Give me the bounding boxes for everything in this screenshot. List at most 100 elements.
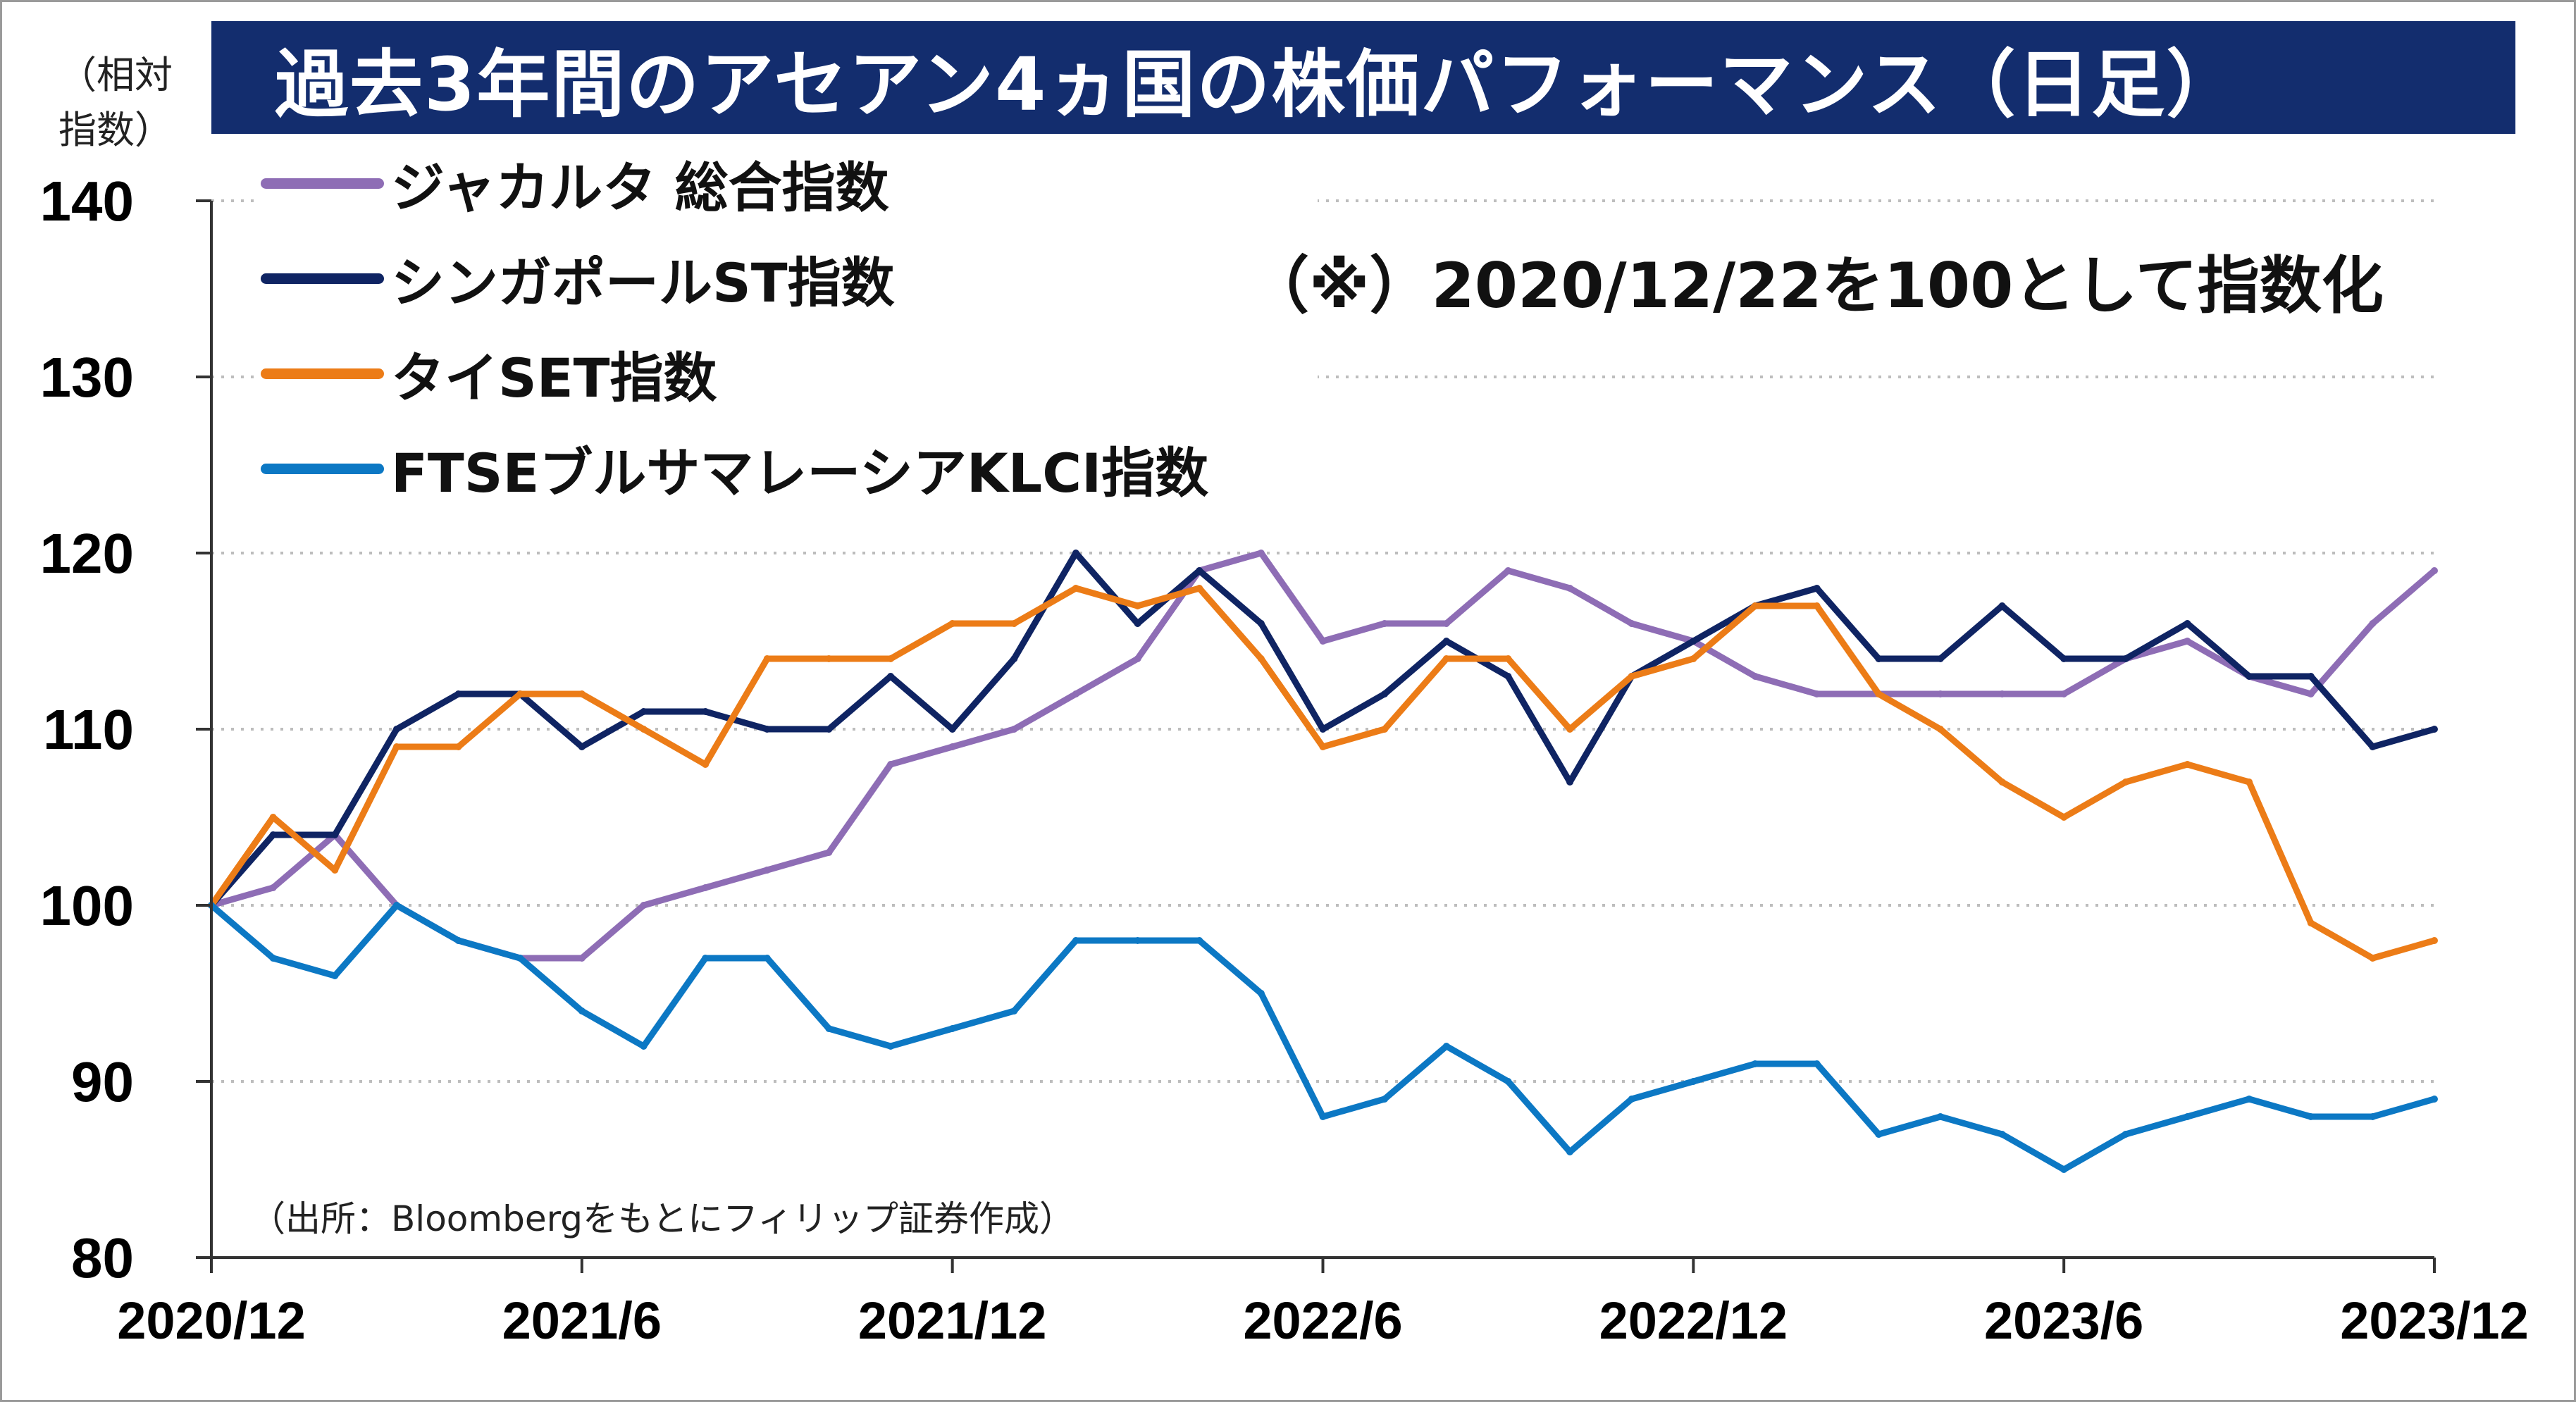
x-tick-label-2020/12: 2020/12 bbox=[117, 1291, 306, 1350]
data-point-s4-33 bbox=[2246, 1096, 2253, 1103]
data-point-s4-26 bbox=[1813, 1060, 1821, 1067]
data-point-s2-19 bbox=[1381, 690, 1389, 697]
data-point-s4-27 bbox=[1875, 1131, 1883, 1138]
data-point-s1-11 bbox=[887, 761, 895, 768]
data-point-s4-6 bbox=[578, 1007, 586, 1015]
data-point-s3-35 bbox=[2369, 955, 2377, 962]
data-point-s4-2 bbox=[331, 972, 339, 979]
data-point-s4-5 bbox=[516, 955, 524, 962]
data-point-s4-10 bbox=[825, 1025, 833, 1032]
axes bbox=[196, 199, 2436, 1273]
data-point-s2-13 bbox=[1010, 655, 1018, 662]
data-point-s2-31 bbox=[2122, 655, 2129, 662]
data-point-s1-7 bbox=[640, 902, 648, 909]
x-tick-label-2021/6: 2021/6 bbox=[502, 1291, 662, 1350]
data-point-s3-22 bbox=[1566, 726, 1574, 733]
data-point-s2-32 bbox=[2184, 620, 2191, 627]
legend: ジャカルタ 総合指数 シンガポールST指数 タイSET指数 FTSEブルサマレー… bbox=[261, 144, 1318, 511]
data-point-s1-29 bbox=[1998, 690, 2006, 697]
series-3 bbox=[208, 585, 2438, 962]
data-point-s1-20 bbox=[1442, 620, 1450, 627]
legend-item-jakarta: ジャカルタ 総合指数 bbox=[261, 144, 889, 222]
data-point-s3-3 bbox=[392, 743, 400, 750]
data-point-s3-5 bbox=[516, 690, 524, 697]
x-tick-label-2021/12: 2021/12 bbox=[858, 1291, 1047, 1350]
data-point-s2-20 bbox=[1442, 638, 1450, 645]
data-point-s3-15 bbox=[1134, 602, 1141, 609]
y-tick-labels: 80 90 100 110 120 130 140 bbox=[40, 170, 134, 1289]
data-point-s4-15 bbox=[1134, 937, 1141, 944]
data-point-s3-10 bbox=[825, 655, 833, 662]
data-point-s2-34 bbox=[2307, 673, 2315, 680]
data-point-s2-6 bbox=[578, 743, 586, 750]
data-point-s2-29 bbox=[1998, 602, 2006, 609]
data-point-s4-20 bbox=[1442, 1043, 1450, 1050]
data-point-s4-31 bbox=[2122, 1131, 2129, 1138]
data-point-s4-36 bbox=[2431, 1096, 2438, 1103]
data-point-s4-3 bbox=[392, 902, 400, 909]
data-point-s3-17 bbox=[1257, 655, 1265, 662]
data-point-s3-1 bbox=[269, 814, 277, 821]
data-point-s1-21 bbox=[1504, 567, 1512, 574]
data-point-s2-16 bbox=[1196, 567, 1203, 574]
data-point-s1-6 bbox=[578, 955, 586, 962]
x-tick-label-2023/12: 2023/12 bbox=[2340, 1291, 2529, 1350]
data-point-s3-18 bbox=[1319, 743, 1327, 750]
data-point-s3-14 bbox=[1072, 585, 1079, 592]
data-point-s3-30 bbox=[2060, 814, 2068, 821]
data-point-s3-24 bbox=[1690, 655, 1697, 662]
data-point-s2-17 bbox=[1257, 620, 1265, 627]
data-point-s1-36 bbox=[2431, 567, 2438, 574]
data-point-s4-22 bbox=[1566, 1148, 1574, 1155]
data-point-s1-22 bbox=[1566, 585, 1574, 592]
data-point-s4-29 bbox=[1998, 1131, 2006, 1138]
y-axis-label: （相対 指数） bbox=[58, 53, 173, 152]
data-point-s3-25 bbox=[1751, 602, 1759, 609]
series-line-4 bbox=[208, 902, 2438, 1173]
data-point-s2-11 bbox=[887, 673, 895, 680]
data-point-s1-12 bbox=[948, 743, 956, 750]
legend-item-malaysia: FTSEブルサマレーシアKLCI指数 bbox=[261, 430, 1208, 507]
y-tick-label-110: 110 bbox=[43, 698, 134, 761]
data-point-s2-36 bbox=[2431, 726, 2438, 733]
indexing-note: （※）2020/12/22を100として指数化 bbox=[1247, 249, 2384, 322]
data-point-s2-7 bbox=[640, 708, 648, 715]
data-point-s3-9 bbox=[763, 655, 771, 662]
data-point-s3-32 bbox=[2184, 761, 2191, 768]
data-point-s1-15 bbox=[1134, 655, 1141, 662]
data-point-s4-14 bbox=[1072, 937, 1079, 944]
data-point-s3-7 bbox=[640, 726, 648, 733]
data-point-s4-12 bbox=[948, 1025, 956, 1032]
data-point-s4-24 bbox=[1690, 1078, 1697, 1085]
data-point-s3-2 bbox=[331, 867, 339, 874]
y-tick-label-90: 90 bbox=[71, 1050, 134, 1113]
data-point-s2-27 bbox=[1875, 655, 1883, 662]
data-point-s1-17 bbox=[1257, 550, 1265, 557]
data-point-s2-1 bbox=[269, 831, 277, 838]
x-tick-label-2023/6: 2023/6 bbox=[1984, 1291, 2143, 1350]
data-point-s2-24 bbox=[1690, 638, 1697, 645]
data-point-s2-9 bbox=[763, 726, 771, 733]
data-point-s4-7 bbox=[640, 1043, 648, 1050]
data-point-s4-18 bbox=[1319, 1113, 1327, 1120]
data-point-s2-18 bbox=[1319, 726, 1327, 733]
data-point-s4-4 bbox=[454, 937, 462, 944]
series-1 bbox=[208, 550, 2438, 962]
data-point-s4-9 bbox=[763, 955, 771, 962]
data-point-s1-18 bbox=[1319, 638, 1327, 645]
series-line-1 bbox=[208, 550, 2438, 962]
legend-line-jakarta bbox=[261, 178, 384, 189]
data-point-s3-19 bbox=[1381, 726, 1389, 733]
y-tick-label-130: 130 bbox=[40, 346, 134, 409]
data-point-s3-8 bbox=[702, 761, 710, 768]
data-point-s2-10 bbox=[825, 726, 833, 733]
legend-item-singapore: シンガポールST指数 bbox=[261, 240, 895, 317]
data-point-s4-1 bbox=[269, 955, 277, 962]
data-point-s3-28 bbox=[1936, 726, 1944, 733]
data-point-s3-6 bbox=[578, 690, 586, 697]
data-point-s3-13 bbox=[1010, 620, 1018, 627]
data-point-s2-21 bbox=[1504, 673, 1512, 680]
data-point-s1-23 bbox=[1628, 620, 1635, 627]
data-point-s2-15 bbox=[1134, 620, 1141, 627]
